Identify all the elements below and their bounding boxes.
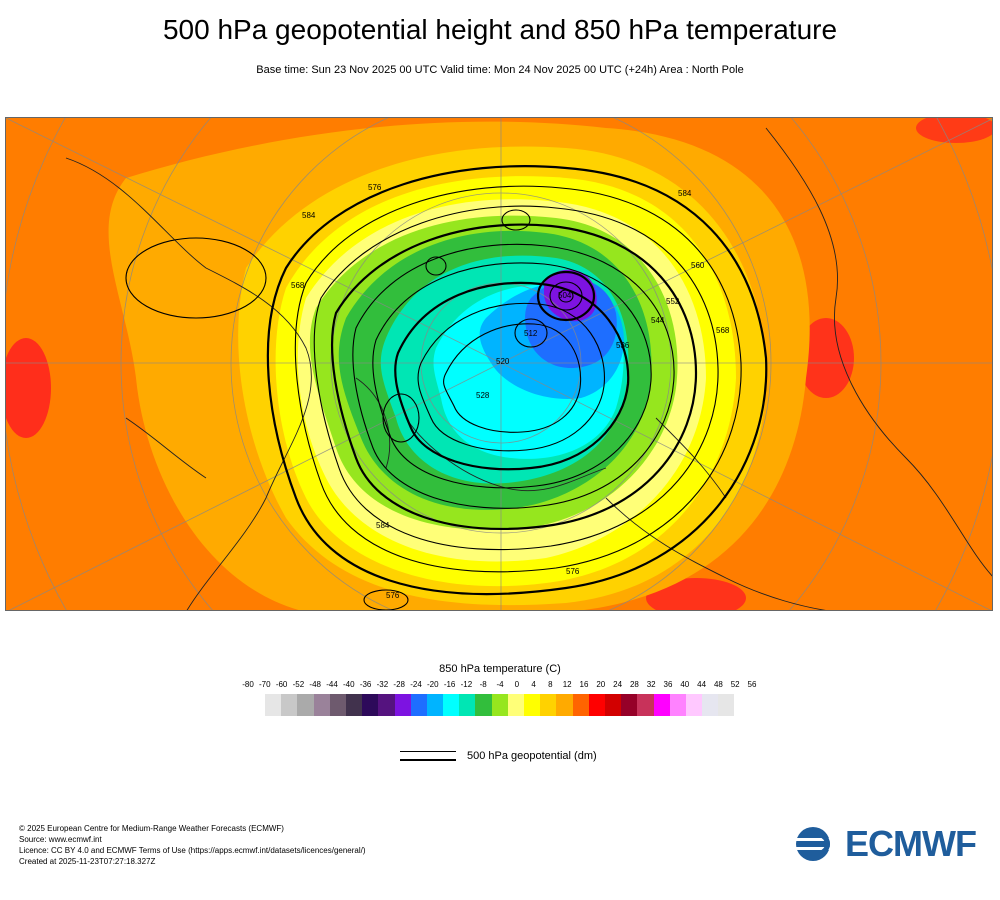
created-line: Created at 2025-11-23T07:27:18.327Z bbox=[19, 857, 156, 866]
legend-swatch bbox=[345, 694, 363, 716]
legend-tick-label: 44 bbox=[697, 680, 707, 689]
contour-label: 576 bbox=[368, 183, 382, 192]
contour-label: 584 bbox=[302, 211, 316, 220]
polar-map: 584 576 568 584 576 584 576 568 504 512 … bbox=[5, 117, 993, 611]
contour-label: 568 bbox=[291, 281, 305, 290]
legend-tick-label: -4 bbox=[496, 680, 504, 689]
contour-label: 568 bbox=[716, 326, 730, 335]
contour-label: 576 bbox=[386, 591, 400, 600]
legend-swatch bbox=[265, 694, 282, 716]
legend-swatch bbox=[394, 694, 411, 716]
warm-patch bbox=[646, 578, 746, 610]
legend-swatch bbox=[702, 694, 719, 716]
legend-swatch bbox=[410, 694, 427, 716]
legend-tick-label: 28 bbox=[629, 680, 639, 689]
contour-label: 576 bbox=[566, 567, 580, 576]
contour-label: 512 bbox=[524, 329, 538, 338]
legend-tick-label: -70 bbox=[259, 680, 271, 689]
chart-subtitle: Base time: Sun 23 Nov 2025 00 UTC Valid … bbox=[256, 64, 744, 76]
legend-tick-label: -44 bbox=[326, 680, 338, 689]
legend-swatch bbox=[378, 694, 395, 716]
legend-swatch bbox=[653, 694, 670, 716]
ecmwf-logo: ECMWF bbox=[795, 823, 985, 864]
color-legend-bar bbox=[265, 694, 735, 716]
legend-tick-label: -80 bbox=[242, 680, 254, 689]
legend-swatch bbox=[491, 694, 508, 716]
legend-swatch bbox=[588, 694, 605, 716]
legend-swatch bbox=[540, 694, 557, 716]
legend-tick-label: 36 bbox=[663, 680, 673, 689]
legend-tick-label: -12 bbox=[460, 680, 473, 689]
legend-tick-label: 56 bbox=[747, 680, 757, 689]
ecmwf-logo-text: ECMWF bbox=[845, 823, 977, 864]
legend-swatch bbox=[443, 694, 460, 716]
legend-swatch bbox=[475, 694, 492, 716]
legend-swatch bbox=[426, 694, 444, 716]
legend-tick-label: -20 bbox=[427, 680, 439, 689]
legend-ticks: -80 -70 -60 -52 -48 -44 -40 -36 -32 -28 -24 -20 -16-… bbox=[240, 680, 760, 692]
legend-swatch bbox=[685, 694, 703, 716]
legend-tick-label: -48 bbox=[309, 680, 321, 689]
legend-swatch bbox=[669, 694, 686, 716]
legend-swatch bbox=[459, 694, 476, 716]
ecmwf-logo-icon bbox=[795, 827, 841, 861]
legend-swatch bbox=[718, 694, 735, 716]
legend-tick-label: -36 bbox=[359, 680, 372, 689]
legend-tick-label: 12 bbox=[562, 680, 572, 689]
legend-title: 850 hPa temperature (C) bbox=[439, 663, 561, 675]
legend-swatch bbox=[524, 694, 541, 716]
source-line: Source: www.ecmwf.int bbox=[19, 835, 102, 844]
chart-title: 500 hPa geopotential height and 850 hPa … bbox=[162, 14, 838, 45]
legend-swatch bbox=[604, 694, 622, 716]
legend-tick-label: -40 bbox=[343, 680, 355, 689]
legend-tick-label: 32 bbox=[646, 680, 656, 689]
contour-label: 504 bbox=[558, 291, 572, 300]
legend-swatch bbox=[621, 694, 638, 716]
legend-swatch bbox=[313, 694, 330, 716]
contour-label: 560 bbox=[691, 261, 705, 270]
licence-line: Licence: CC BY 4.0 and ECMWF Terms of Us… bbox=[19, 846, 366, 855]
legend-tick-label: -28 bbox=[393, 680, 405, 689]
legend-tick-label: -8 bbox=[479, 680, 487, 689]
legend-swatch bbox=[556, 694, 573, 716]
legend-tick-label: -16 bbox=[443, 680, 456, 689]
legend-swatch bbox=[507, 694, 524, 716]
legend-swatch bbox=[637, 694, 654, 716]
legend-tick-label: 4 bbox=[531, 680, 536, 689]
copyright-line: © 2025 European Centre for Medium-Range … bbox=[19, 824, 284, 833]
contour-label: 552 bbox=[666, 297, 680, 306]
legend-swatch bbox=[329, 694, 346, 716]
contour-label: 544 bbox=[651, 316, 665, 325]
legend-swatch bbox=[281, 694, 298, 716]
thick-line-sample bbox=[400, 759, 456, 761]
legend-tick-label: 16 bbox=[579, 680, 589, 689]
legend-tick-label: -24 bbox=[410, 680, 422, 689]
legend-tick-label: 8 bbox=[548, 680, 553, 689]
contour-label: 536 bbox=[616, 341, 630, 350]
contour-label: 584 bbox=[678, 189, 692, 198]
legend-swatch bbox=[362, 694, 379, 716]
legend-swatch bbox=[297, 694, 314, 716]
warm-patch bbox=[916, 118, 992, 143]
geopotential-contours bbox=[125, 165, 768, 610]
legend-tick-label: 52 bbox=[730, 680, 740, 689]
line-legend-label: 500 hPa geopotential (dm) bbox=[467, 750, 597, 762]
legend-tick-label: 48 bbox=[713, 680, 723, 689]
legend-tick-label: 24 bbox=[613, 680, 623, 689]
credits: © 2025 European Centre for Medium-Range … bbox=[19, 823, 366, 867]
thin-line-sample bbox=[400, 751, 456, 752]
legend-tick-label: 0 bbox=[514, 680, 520, 689]
contour-label: 584 bbox=[376, 521, 390, 530]
contour-label-group: 584 576 568 584 576 584 576 568 504 512 … bbox=[291, 183, 730, 600]
legend-tick-label: -52 bbox=[292, 680, 305, 689]
legend-tick-label: 20 bbox=[596, 680, 606, 689]
legend-swatch bbox=[572, 694, 589, 716]
warm-patch bbox=[798, 318, 854, 398]
legend-tick-label: -32 bbox=[376, 680, 389, 689]
contour-label: 520 bbox=[496, 357, 510, 366]
legend-tick-label: 40 bbox=[680, 680, 690, 689]
contour-label: 528 bbox=[476, 391, 490, 400]
legend-tick-label: -60 bbox=[275, 680, 288, 689]
